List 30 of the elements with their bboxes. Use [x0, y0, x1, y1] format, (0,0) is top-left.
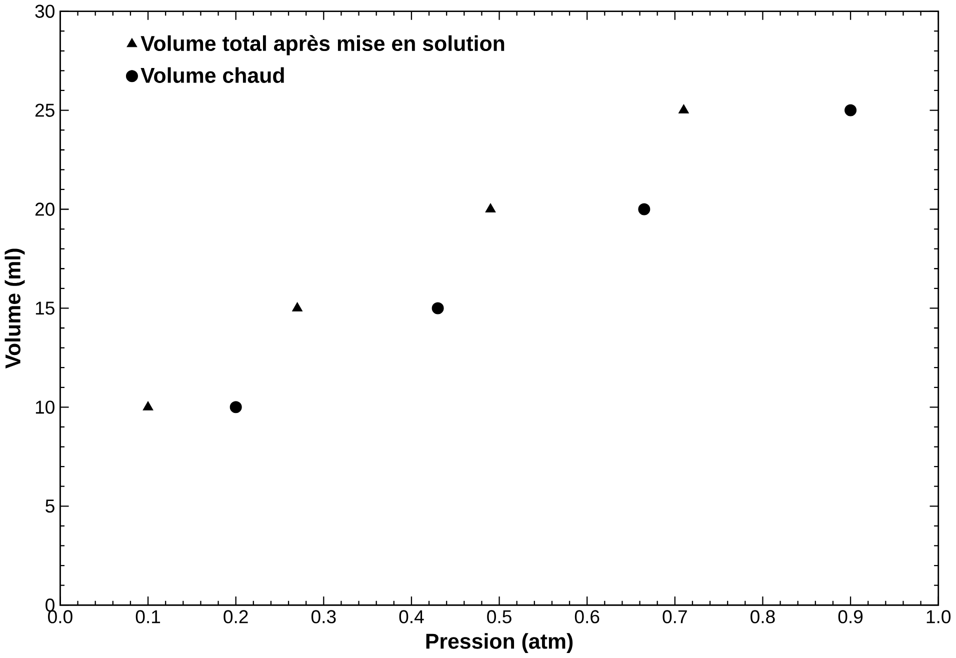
x-tick-label: 0.9: [838, 610, 863, 624]
point: [292, 302, 303, 312]
point: [485, 203, 496, 212]
y-tick-label: 5: [46, 500, 54, 513]
x-tick-label: 0.7: [662, 610, 687, 624]
y-axis-title: Volume (ml): [4, 248, 25, 369]
x-tick-label: 0.0: [48, 610, 72, 624]
y-tick-label: 10: [36, 400, 54, 414]
legend-label: Volume total après mise en solution: [140, 35, 504, 56]
y-tick-label: 25: [35, 104, 54, 117]
point: [638, 203, 650, 216]
legend-label: Volume chaud: [140, 67, 284, 84]
x-tick-label: 1.0: [926, 610, 951, 624]
y-tick-label: 15: [36, 302, 54, 315]
x-tick-label: 0.5: [487, 610, 512, 624]
point: [678, 104, 689, 114]
y-tick-label: 30: [35, 4, 54, 18]
x-tick-label: 0.8: [750, 610, 775, 624]
point: [142, 401, 154, 410]
point: [230, 401, 242, 414]
x-axis-title: Pression (atm): [426, 633, 573, 654]
x-tick-label: 0.2: [224, 610, 248, 624]
point: [844, 104, 857, 116]
x-tick-label: 0.3: [311, 610, 336, 624]
x-tick-label: 0.1: [136, 610, 160, 624]
x-tick-label: 0.6: [574, 610, 600, 624]
x-tick-label: 0.4: [399, 610, 424, 624]
y-tick-label: 0: [46, 598, 54, 612]
y-tick-label: 20: [35, 202, 54, 216]
point: [432, 302, 444, 314]
